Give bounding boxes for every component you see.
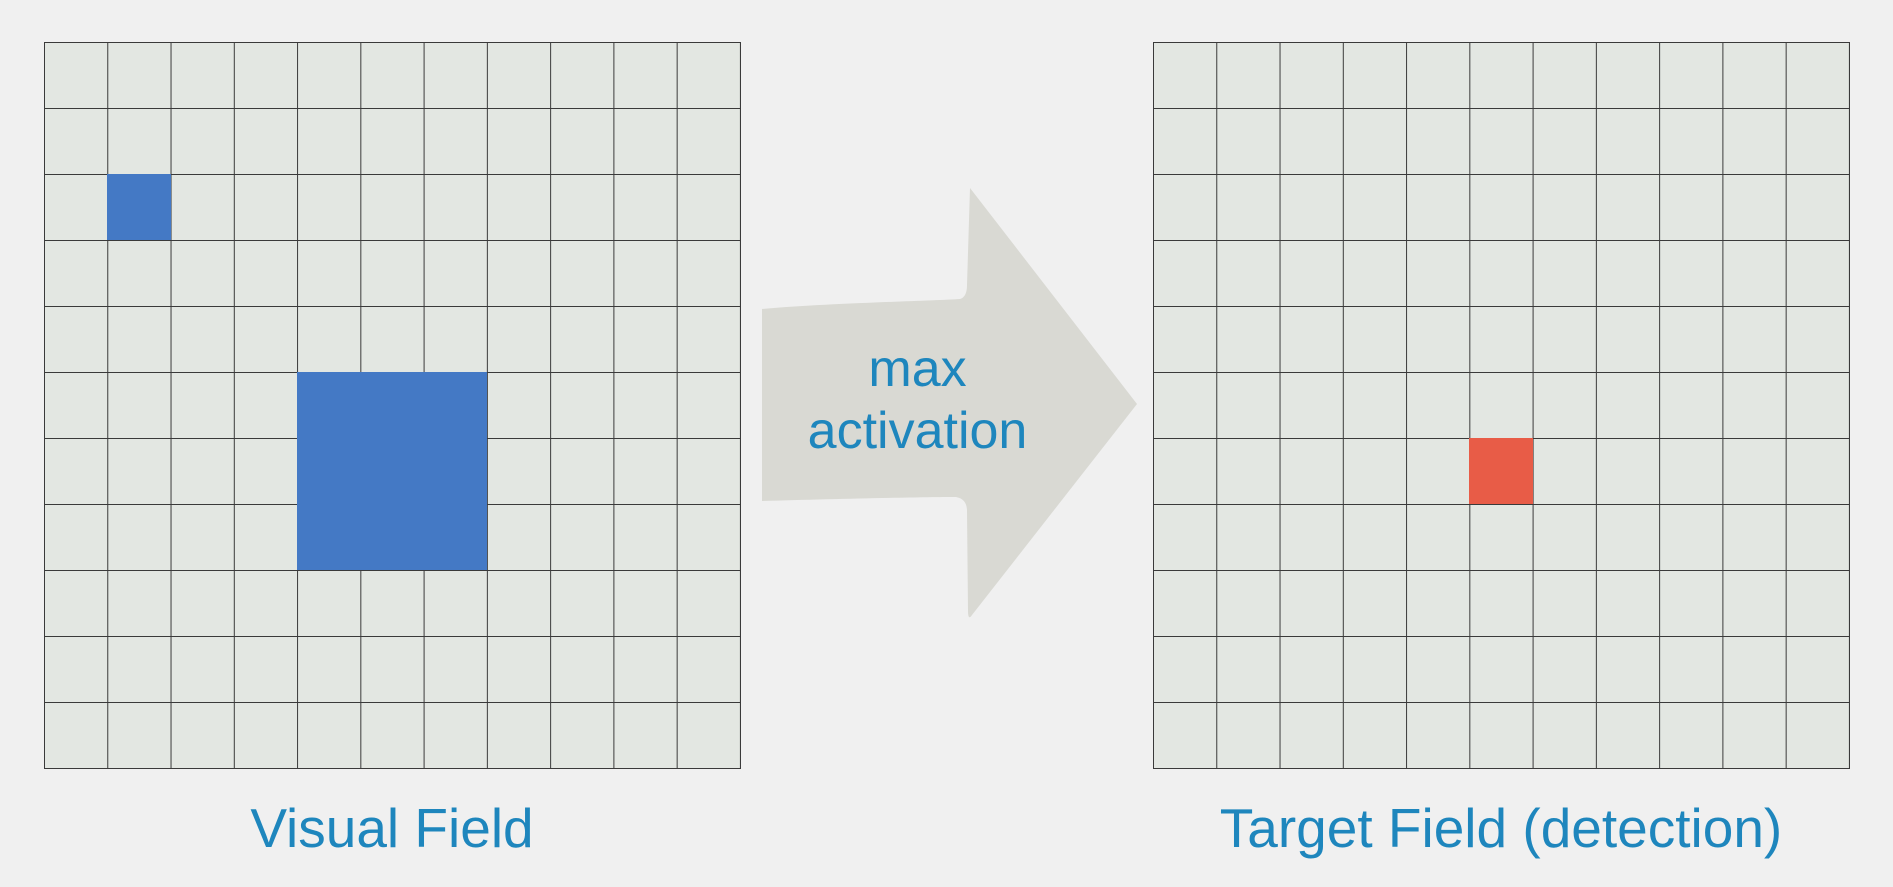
max-activation-arrow: [762, 188, 1137, 618]
visual-field-caption: Visual Field: [250, 797, 534, 859]
small-object-cell: [107, 174, 171, 240]
detection-cell: [1469, 438, 1533, 504]
visual-field-grid: [44, 42, 741, 769]
target-field-caption: Target Field (detection): [1219, 797, 1783, 859]
arrow-label-max: max: [868, 340, 967, 398]
large-object-block: [297, 372, 487, 570]
target-field-grid: [1153, 42, 1850, 769]
arrow-shape: [762, 188, 1137, 618]
arrow-label-activation: activation: [807, 402, 1028, 460]
